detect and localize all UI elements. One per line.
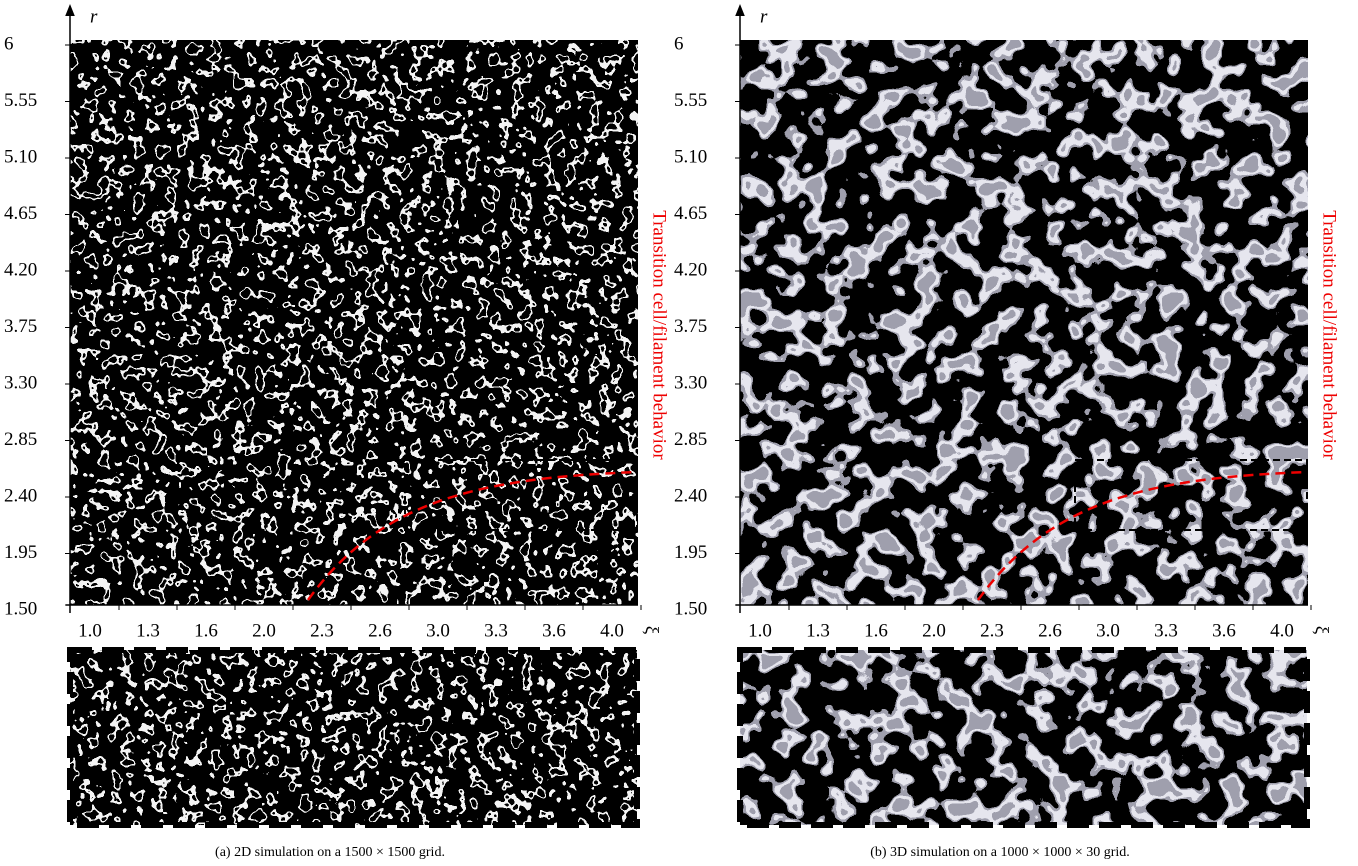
x-tick-label: 1.0 — [78, 620, 102, 641]
x-tick-label: 1.3 — [136, 620, 160, 641]
transition-curve — [306, 470, 638, 601]
transition-curve — [976, 470, 1308, 601]
zoom-region — [1074, 459, 1308, 531]
inset-border — [737, 647, 1310, 828]
y-tick-label: 3.75 — [674, 316, 707, 337]
x-tick-label: 3.3 — [1154, 620, 1178, 641]
y-axis-label: r — [90, 6, 98, 27]
annotation: Transition cell/filament behavior — [649, 210, 670, 460]
x-tick-label: 3.6 — [1212, 620, 1236, 641]
inset-border — [67, 647, 640, 828]
y-tick-label: 1.50 — [674, 598, 707, 619]
y-tick-label: 2.85 — [4, 429, 37, 450]
caption: (b) 3D simulation on a 1000 × 1000 × 30 … — [870, 845, 1130, 860]
panel: r ξ 6 5.55 5.10 4.65 4.20 3.75 3.30 2.85 2.40 1.95 1… — [674, 3, 1340, 860]
y-tick-label: 1.95 — [4, 542, 37, 563]
x-axis-label: ξ — [1311, 626, 1332, 635]
inset-texture — [740, 650, 1307, 825]
y-axis-label: r — [760, 6, 768, 27]
y-tick-label: 2.85 — [674, 429, 707, 450]
x-tick-label: 2.0 — [922, 620, 946, 641]
simulation-texture — [70, 40, 638, 605]
x-tick-label: 3.6 — [542, 620, 566, 641]
x-tick-label: 2.0 — [252, 620, 276, 641]
y-tick-label: 5.10 — [4, 146, 37, 167]
y-tick-label: 4.20 — [674, 259, 707, 280]
x-tick-label: 1.6 — [194, 620, 218, 641]
inset-texture — [70, 650, 637, 825]
y-tick-label: 5.10 — [674, 146, 707, 167]
x-tick-label: 3.3 — [484, 620, 508, 641]
x-tick-label: 3.0 — [426, 620, 450, 641]
zoom-region — [404, 459, 638, 531]
simulation-texture — [740, 40, 1308, 605]
x-tick-label: 1.6 — [864, 620, 888, 641]
y-tick-label: 3.30 — [4, 372, 37, 393]
x-tick-label: 1.0 — [748, 620, 772, 641]
x-tick-label: 4.0 — [600, 620, 624, 641]
y-tick-label: 5.55 — [674, 90, 707, 111]
y-tick-label: 2.40 — [674, 485, 707, 506]
y-tick-label: 4.20 — [4, 259, 37, 280]
panel: r ξ 6 5.55 5.10 4.65 4.20 3.75 3.30 2.85 2.40 1.95 1… — [4, 3, 670, 860]
x-tick-label: 3.0 — [1096, 620, 1120, 641]
y-tick-label: 4.65 — [674, 203, 707, 224]
x-tick-label: 2.3 — [310, 620, 334, 641]
y-tick-label: 5.55 — [4, 90, 37, 111]
annotation: Transition cell/filament behavior — [1319, 210, 1340, 460]
y-tick-label: 2.40 — [4, 485, 37, 506]
x-tick-label: 1.3 — [806, 620, 830, 641]
x-tick-label: 2.6 — [368, 620, 392, 641]
x-tick-label: 4.0 — [1270, 620, 1294, 641]
y-tick-label: 1.50 — [4, 598, 37, 619]
y-tick-label: 6 — [4, 33, 14, 54]
caption: (a) 2D simulation on a 1500 × 1500 grid. — [215, 845, 445, 860]
y-tick-label: 3.75 — [4, 316, 37, 337]
y-tick-label: 3.30 — [674, 372, 707, 393]
y-tick-label: 1.95 — [674, 542, 707, 563]
x-tick-label: 2.6 — [1038, 620, 1062, 641]
x-axis-label: ξ — [641, 626, 662, 635]
y-tick-label: 4.65 — [4, 203, 37, 224]
x-tick-label: 2.3 — [980, 620, 1004, 641]
y-tick-label: 6 — [674, 33, 684, 54]
